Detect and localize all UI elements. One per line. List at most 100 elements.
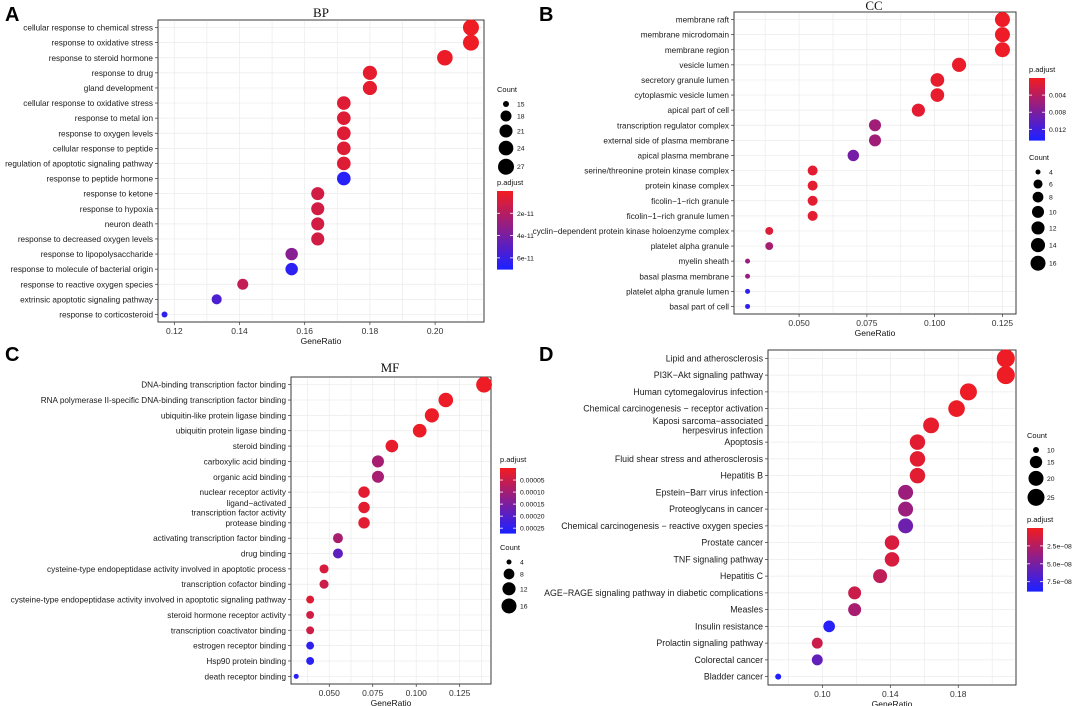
mf-padj-colorbar-segment [500, 516, 516, 521]
mf-plot-area [290, 376, 492, 685]
kegg-term-label: Chemical carcinogenesis − reactive oxyge… [561, 521, 763, 531]
bp-padj-colorbar-segment [497, 236, 513, 241]
cc-dot [765, 227, 774, 235]
cc-padj-colorbar-segment [1029, 129, 1045, 133]
bp-term-label: extrinsic apoptotic signaling pathway [20, 295, 154, 304]
bp-padj-colorbar-segment [497, 243, 513, 247]
kegg-count-legend-dot [1027, 488, 1045, 506]
mf-term-label-line: ligand−activated [227, 499, 287, 508]
cc-count-legend-dot [1030, 238, 1046, 253]
bp-dot [285, 247, 298, 261]
cc-count-legend-label: 8 [1049, 195, 1053, 202]
cc-term-label: ficolin−1−rich granule lumen [627, 212, 730, 221]
bp-count-legend-label: 24 [517, 146, 525, 153]
cc-padj-colorbar-segment [1029, 101, 1045, 105]
cc-count-legend-dot [1032, 191, 1044, 203]
mf-padj-colorbar-segment [500, 527, 516, 531]
mf-term-label: activating transcription factor binding [153, 534, 286, 543]
kegg-padj-colorbar-segment [1027, 559, 1043, 563]
cc-term-label: cytoplasmic vesicle lumen [634, 91, 729, 100]
kegg-term-label: Colorectal cancer [695, 655, 764, 665]
mf-padj-colorbar-segment [500, 476, 516, 480]
bp-padj-colorbar-segment [497, 213, 513, 218]
bp-dot [285, 262, 298, 276]
bp-count-legend-dot [498, 158, 514, 175]
kegg-padj-colorbar-segment [1027, 541, 1043, 545]
bp-term-label: response to oxygen levels [58, 129, 153, 138]
cc-term-label: membrane raft [676, 16, 730, 25]
bp-padj-colorbar-segment [497, 191, 513, 195]
kegg-dotplot: Lipid and atherosclerosis PI3K−Akt signal… [544, 349, 1072, 706]
cc-term-label: platelet alpha granule [651, 242, 730, 251]
kegg-padj-legend-label: 7.5e−08 [1047, 579, 1072, 586]
cc-padj-colorbar-segment [1029, 137, 1045, 141]
cc-count-legend-label: 12 [1049, 225, 1057, 232]
mf-term-label: Hsp90 protein binding [206, 657, 286, 666]
cc-term-label: protein kinase complex [645, 182, 729, 191]
mf-padj-colorbar-segment [500, 470, 516, 475]
mf-dot [306, 641, 315, 650]
kegg-dot [884, 535, 900, 550]
bp-term-label: response to metal ion [75, 114, 154, 123]
bp-term-label: cellular response to chemical stress [23, 24, 153, 33]
mf-xtick-label: 0.050 [319, 688, 341, 698]
bp-count-legend-label: 15 [517, 102, 525, 109]
mf-padj-colorbar-segment [500, 530, 516, 534]
mf-dot [358, 517, 370, 529]
kegg-term-label: Prostate cancer [701, 538, 763, 548]
cc-term-label: external side of plasma membrane [603, 136, 729, 145]
cc-dot [745, 303, 751, 309]
mf-dot [438, 392, 454, 408]
kegg-padj-colorbar-segment [1027, 570, 1043, 574]
kegg-dot [996, 366, 1015, 385]
cc-term-label: transcription regulator complex [617, 121, 729, 130]
bp-xtick-label: 0.18 [362, 326, 379, 336]
mf-dot [332, 533, 343, 544]
cc-padj-legend-label: 0.008 [1049, 110, 1066, 117]
cc-dot [745, 288, 751, 294]
kegg-dot [811, 654, 823, 666]
kegg-count-legend-dot [1029, 455, 1043, 469]
kegg-count-legend-dot [1033, 447, 1039, 453]
bp-padj-colorbar-segment [497, 256, 513, 260]
bp-padj-colorbar-segment [497, 220, 513, 225]
mf-padj-colorbar-segment [500, 500, 516, 504]
bp-x-axis-title: GeneRatio [301, 336, 342, 346]
bp-count-legend-label: 18 [517, 114, 525, 121]
bp-dot [337, 171, 351, 186]
bp-dot [362, 80, 377, 96]
kegg-term-label: Chemical carcinogenesis − receptor activ… [583, 404, 763, 414]
cc-term-label: secretory granule lumen [641, 76, 729, 85]
bp-term-label: response to hypoxia [80, 205, 154, 214]
mf-xtick-label: 0.075 [362, 688, 384, 698]
bp-padj-colorbar-segment [497, 217, 513, 221]
cc-dot [994, 12, 1010, 28]
kegg-term-label: AGE−RAGE signaling pathway in diabetic c… [544, 588, 763, 598]
bp-padj-colorbar-segment [497, 223, 513, 228]
bp-count-legend-title: Count [497, 85, 518, 94]
bp-xtick-label: 0.16 [296, 326, 313, 336]
kegg-xtick-label: 0.18 [950, 689, 967, 699]
mf-dot [306, 610, 315, 619]
bp-count-legend-label: 21 [517, 129, 525, 136]
cc-count-legend-dot [1030, 255, 1046, 271]
bp-term-label: response to peptide hormone [46, 175, 153, 184]
bp-padj-colorbar-segment [497, 233, 513, 238]
kegg-dot [909, 434, 926, 450]
cc-dot [847, 149, 860, 162]
bp-term-label: regulation of apoptotic signaling pathwa… [5, 159, 154, 168]
bp-padj-colorbar-segment [497, 230, 513, 234]
mf-padj-colorbar-segment [500, 503, 516, 507]
cc-xtick-label: 0.050 [788, 318, 810, 328]
mf-term-label: steroid binding [233, 442, 287, 451]
mf-term-label: transcription cofactor binding [181, 580, 286, 589]
kegg-term-label: Epstein−Barr virus infection [656, 487, 763, 497]
bp-term-label: response to lipopolysaccharide [41, 250, 154, 259]
cc-term-label: ficolin−1−rich granule [651, 197, 729, 206]
cc-dot [807, 180, 818, 191]
mf-dot [358, 501, 370, 514]
bp-padj-colorbar-segment [497, 239, 513, 244]
bp-dot [462, 19, 479, 36]
mf-dot [293, 673, 299, 679]
cc-dot [807, 165, 818, 176]
